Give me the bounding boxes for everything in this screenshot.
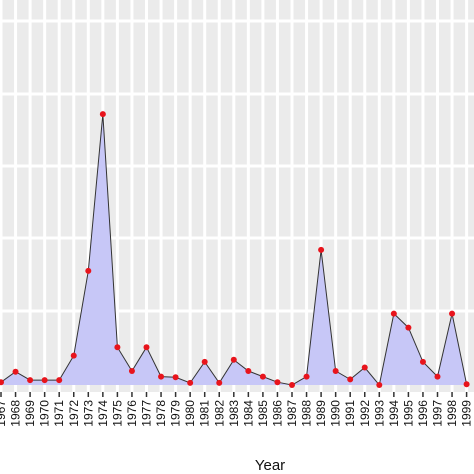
- area-fill: [1, 114, 467, 385]
- grid-lines: [0, 0, 474, 392]
- x-tick-label-1979: 1979: [169, 400, 183, 427]
- data-point-1980: [187, 379, 194, 386]
- x-tick-label-1981: 1981: [198, 400, 212, 427]
- data-point-1991: [347, 376, 354, 383]
- data-point-1978: [158, 373, 165, 380]
- data-point-1969: [27, 377, 34, 384]
- data-point-1990: [332, 368, 339, 374]
- x-tick-label-1987: 1987: [285, 400, 299, 427]
- x-tick-label-1980: 1980: [183, 400, 197, 427]
- data-point-1974: [99, 111, 106, 118]
- x-tick-label-1994: 1994: [387, 400, 401, 427]
- data-point-1973: [85, 267, 92, 274]
- data-point-1970: [41, 377, 48, 384]
- x-tick-label-1972: 1972: [67, 400, 81, 427]
- x-tick-label-1976: 1976: [125, 400, 139, 427]
- x-tick-label-1970: 1970: [38, 400, 52, 427]
- x-tick-label-1997: 1997: [431, 400, 445, 427]
- x-tick-label-1991: 1991: [343, 400, 357, 427]
- data-point-1985: [259, 373, 266, 380]
- data-point-1994: [390, 310, 397, 317]
- data-point-1997: [434, 373, 441, 380]
- data-point-1972: [70, 352, 77, 359]
- x-tick-label-1974: 1974: [96, 400, 110, 427]
- data-point-1984: [245, 368, 252, 374]
- x-tick-label-1999: 1999: [460, 400, 474, 427]
- x-tick-label-1982: 1982: [212, 400, 226, 427]
- data-point-1992: [361, 364, 368, 371]
- data-point-1982: [216, 379, 223, 386]
- points-layer: [0, 111, 470, 388]
- data-point-1976: [128, 368, 135, 374]
- x-tick-label-1968: 1968: [9, 400, 23, 427]
- data-point-1967: [0, 379, 4, 386]
- data-point-1983: [230, 356, 237, 363]
- x-tick-label-1988: 1988: [300, 400, 314, 427]
- x-tick-label-1992: 1992: [358, 400, 372, 427]
- x-tick-label-1990: 1990: [329, 400, 343, 427]
- x-tick-label-1984: 1984: [241, 400, 255, 427]
- data-point-1987: [289, 382, 295, 388]
- data-point-1993: [376, 382, 383, 388]
- data-point-1988: [303, 373, 310, 380]
- data-point-1998: [449, 310, 456, 317]
- x-tick-label-1971: 1971: [52, 400, 66, 427]
- x-tick-label-1967: 1967: [0, 400, 8, 427]
- x-axis-title: Year: [255, 457, 285, 474]
- data-point-1975: [114, 344, 121, 351]
- x-tick-label-1983: 1983: [227, 400, 241, 427]
- data-point-1995: [405, 324, 412, 331]
- x-tick-label-1998: 1998: [445, 400, 459, 427]
- data-point-1989: [318, 246, 325, 253]
- data-point-1968: [12, 368, 19, 375]
- x-axis-ticks: 1967 1968 1969 1970 1971 1972 1973 1974 1975 1976…: [0, 392, 474, 427]
- x-tick-label-1996: 1996: [416, 400, 430, 427]
- data-point-1999: [463, 381, 470, 388]
- data-point-1986: [274, 379, 281, 386]
- x-tick-label-1978: 1978: [154, 400, 168, 427]
- x-tick-label-1985: 1985: [256, 400, 270, 427]
- x-tick-label-1977: 1977: [140, 400, 154, 427]
- data-point-1981: [201, 358, 208, 365]
- data-point-1979: [172, 374, 179, 381]
- x-tick-label-1973: 1973: [81, 400, 95, 427]
- x-tick-label-1989: 1989: [314, 400, 328, 427]
- data-point-1971: [56, 377, 63, 384]
- x-tick-label-1993: 1993: [372, 400, 386, 427]
- x-tick-label-1986: 1986: [270, 400, 284, 427]
- data-point-1996: [419, 358, 426, 365]
- x-tick-label-1969: 1969: [23, 400, 37, 427]
- x-tick-label-1975: 1975: [110, 400, 124, 427]
- data-point-1977: [143, 344, 150, 351]
- x-tick-label-1995: 1995: [401, 400, 415, 427]
